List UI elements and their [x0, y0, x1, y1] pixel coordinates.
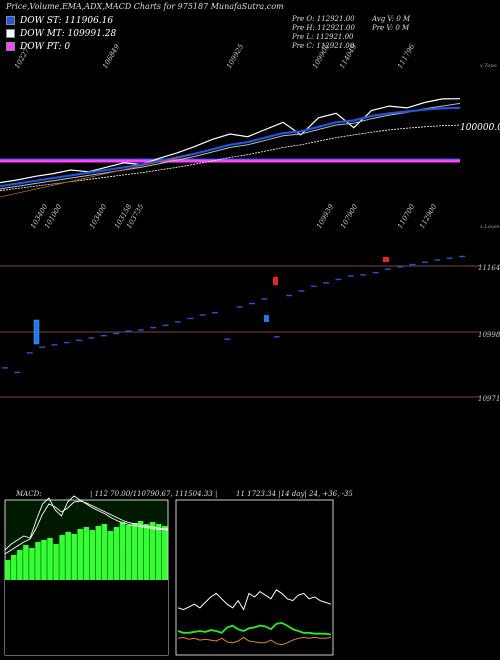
ohlc-open: Pre O: 112921.00	[292, 15, 355, 23]
macd-histogram-bar	[5, 560, 11, 580]
macd-histogram-bar	[83, 527, 90, 580]
macd-values: | 112 70.00/110790.67, 111504.33 |	[90, 490, 218, 498]
price-axis-label: 100000.00	[460, 123, 500, 133]
legend-label: DOW MT: 109991.28	[20, 29, 117, 39]
candle-blue	[264, 315, 269, 322]
volume-axis-tick: 109984	[478, 331, 500, 339]
candle-blue	[33, 319, 40, 345]
legend-dow-st: DOW ST: 111906.16	[6, 16, 113, 28]
macd-lower-area	[5, 580, 168, 655]
macd-histogram-bar	[23, 545, 29, 580]
macd-histogram-bar	[53, 544, 59, 580]
legend-label: DOW PT: 0	[20, 42, 71, 52]
adx-values: 11 1723.34 |14 day| 24, +36, -35	[236, 490, 353, 498]
legend-swatch	[6, 29, 15, 38]
macd-line-signal	[4, 500, 169, 555]
candle-red	[383, 257, 389, 262]
adx-series-plusdi	[177, 621, 332, 636]
macd-histogram-bar	[161, 526, 168, 580]
avg-volume: Avg V: 0 M	[372, 15, 411, 23]
legend-swatch	[6, 42, 15, 51]
ohlc-low: Pre L: 112921.00	[292, 33, 354, 41]
price-corner-label: x Topo	[480, 63, 497, 69]
macd-histogram-bar	[41, 540, 47, 580]
volume: Pre V: 0 M	[372, 24, 410, 32]
macd-histogram-bar	[125, 525, 132, 580]
macd-histogram-bar	[71, 534, 77, 580]
macd-histogram-bar	[35, 542, 41, 580]
macd-histogram-bar	[101, 524, 108, 580]
macd-histogram-bar	[143, 524, 150, 580]
macd-histogram-bar	[137, 521, 144, 580]
adx-panel	[175, 499, 334, 656]
macd-histogram-bar	[65, 532, 71, 580]
macd-histogram-bar	[119, 522, 126, 580]
macd-histogram-bar	[29, 548, 35, 580]
trend-line	[0, 154, 191, 198]
macd-histogram-bar	[11, 555, 17, 580]
macd-histogram-bar	[149, 522, 156, 580]
macd-histogram-bar	[47, 538, 53, 580]
price-series-dow-st	[0, 106, 461, 188]
legend-dow-pt: DOW PT: 0	[6, 42, 70, 54]
legend-dow-mt: DOW MT: 109991.28	[6, 29, 116, 41]
price-series-price	[0, 98, 461, 184]
page-title: Price,Volume,EMA,ADX,MACD Charts for 975…	[6, 2, 284, 11]
price-series-dow-mt	[0, 124, 461, 192]
candle-red	[273, 277, 278, 285]
macd-histogram-bar	[95, 526, 102, 580]
adx-series-minusdi	[177, 636, 332, 646]
price-series-ema	[0, 102, 461, 190]
legend-swatch	[6, 16, 15, 25]
ohlc-close: Pre C: 112921.00	[292, 42, 355, 50]
legend-label: DOW ST: 111906.16	[20, 16, 114, 26]
macd-histogram-bar	[107, 531, 114, 580]
macd-histogram-bar	[155, 524, 162, 580]
macd-line-macd	[4, 495, 169, 551]
macd-label: MACD:	[16, 490, 42, 498]
volume-axis-tick: 109717	[478, 395, 500, 403]
macd-histogram-bar	[17, 550, 23, 580]
macd-histogram-bar	[89, 530, 96, 580]
volume-axis-tick: 111648	[478, 264, 500, 272]
macd-histogram-bar	[113, 527, 120, 580]
macd-histogram-bar	[59, 535, 65, 580]
adx-series-adx	[177, 589, 332, 611]
macd-histogram-bar	[131, 523, 138, 580]
volume-corner-label: x Louse	[480, 224, 500, 230]
macd-histogram-bar	[77, 529, 83, 580]
ohlc-high: Pre H: 112921.00	[292, 24, 355, 32]
